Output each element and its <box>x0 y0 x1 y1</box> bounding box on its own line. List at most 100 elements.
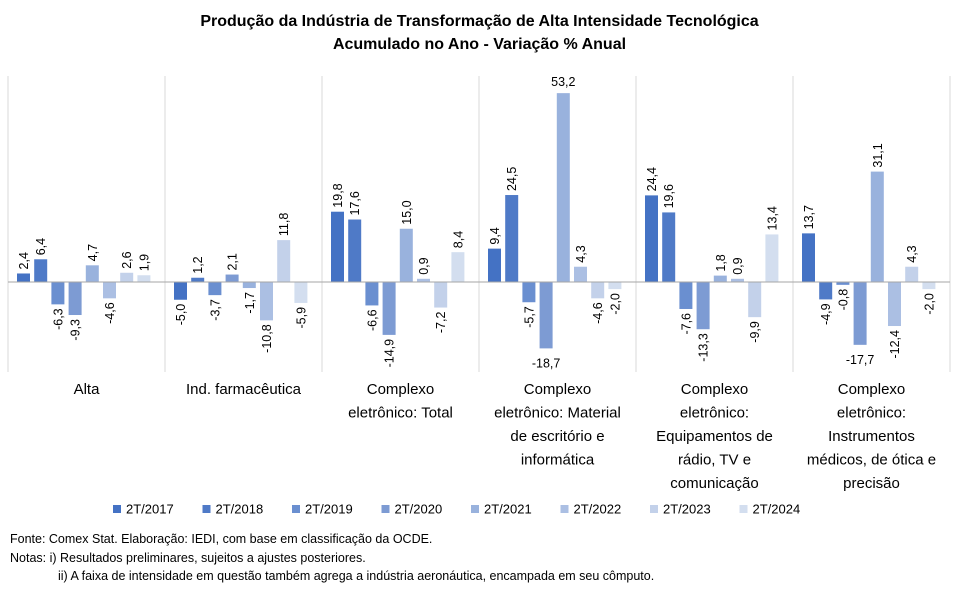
bar <box>348 219 362 282</box>
bar <box>731 278 744 282</box>
bar <box>68 282 82 316</box>
data-label: -6,6 <box>365 309 379 331</box>
data-label: 2,6 <box>120 251 134 268</box>
data-label: 31,1 <box>871 143 885 167</box>
bar <box>819 282 833 300</box>
bar <box>294 282 308 303</box>
data-label: 0,9 <box>417 257 431 274</box>
data-label: -9,3 <box>69 319 83 341</box>
bar <box>608 282 622 290</box>
chart-title-line: Produção da Indústria de Transformação d… <box>200 13 759 30</box>
legend-item: 2T/2019 <box>292 502 353 517</box>
bar <box>417 278 430 282</box>
bar <box>399 228 413 282</box>
data-label: -7,2 <box>434 312 448 334</box>
bar <box>853 282 867 345</box>
data-label: -4,9 <box>819 303 833 325</box>
bar <box>556 93 570 282</box>
data-label: -17,7 <box>846 353 875 367</box>
legend-item: 2T/2017 <box>113 502 174 517</box>
data-label: 13,7 <box>802 205 816 229</box>
legend-item: 2T/2022 <box>560 502 622 517</box>
legend-item: 2T/2020 <box>381 502 442 517</box>
legend-label: 2T/2018 <box>216 502 264 517</box>
bar <box>539 282 553 349</box>
footnotes: Fonte: Comex Stat. Elaboração: IEDI, com… <box>10 530 654 586</box>
legend-item: 2T/2023 <box>650 502 711 517</box>
legend-swatch <box>113 505 121 513</box>
legend-label: 2T/2023 <box>663 502 711 517</box>
data-label: 15,0 <box>400 200 414 224</box>
data-labels: 2,46,4 -6,3 -9,3 4,7 -4,6 2,6 1,9 -5,0 1,2 -3,7 2,… <box>17 75 936 370</box>
data-label: -13,3 <box>697 333 711 362</box>
legend-swatch <box>202 505 211 513</box>
data-label: -10,8 <box>260 324 274 353</box>
data-label: 53,2 <box>551 75 575 89</box>
legend-label: 2T/2022 <box>574 502 622 517</box>
data-label: -9,9 <box>748 321 762 343</box>
bar <box>208 282 222 296</box>
bar <box>277 240 291 282</box>
data-label: -2,0 <box>922 293 936 315</box>
data-label: 9,4 <box>488 227 502 244</box>
data-label: 2,1 <box>226 253 240 270</box>
legend-label: 2T/2019 <box>305 502 353 517</box>
chart-title: Produção da Indústria de Transformação d… <box>0 10 959 56</box>
bar <box>905 266 919 282</box>
category-label: Complexo eletrônico: Material de escritóri… <box>494 381 621 469</box>
data-label: 1,2 <box>191 256 205 273</box>
bar-series-group <box>17 93 936 349</box>
legend-swatch <box>381 505 390 513</box>
bar <box>591 282 605 299</box>
legend-item: 2T/2018 <box>202 502 264 517</box>
bar <box>434 282 448 308</box>
data-label: 19,6 <box>662 184 676 208</box>
bar <box>765 234 779 282</box>
bar <box>922 282 936 290</box>
data-label: 4,3 <box>574 245 588 262</box>
data-label: 1,8 <box>714 254 728 271</box>
legend-item: 2T/2024 <box>739 502 801 517</box>
bar-chart: 2,46,4 -6,3 -9,3 4,7 -4,6 2,6 1,9 -5,0 1,2 -3,7 2,… <box>7 75 951 517</box>
bar <box>836 282 850 285</box>
bar <box>713 275 727 282</box>
bar <box>888 282 901 327</box>
data-label: -3,7 <box>208 299 222 321</box>
data-label: 0,9 <box>731 257 745 274</box>
bar <box>488 248 501 282</box>
data-label: -5,9 <box>294 307 308 329</box>
legend-label: 2T/2024 <box>753 502 801 517</box>
bar <box>382 282 396 335</box>
bar <box>242 282 256 289</box>
data-label: -5,0 <box>174 304 188 326</box>
data-label: 13,4 <box>765 206 779 230</box>
data-label: 24,5 <box>505 167 519 191</box>
bar <box>574 266 587 282</box>
category-label: Ind. farmacêutica <box>186 381 302 398</box>
data-label: 4,3 <box>905 245 919 262</box>
legend-label: 2T/2021 <box>484 502 532 517</box>
data-label: 6,4 <box>34 238 48 255</box>
legend-swatch <box>560 505 569 513</box>
category-label: Alta <box>74 381 101 398</box>
bar <box>802 233 815 282</box>
bar <box>17 273 30 282</box>
data-label: -4,6 <box>103 302 117 324</box>
category-label: Complexo eletrônico: Equipamentos de rádio,… <box>656 381 773 492</box>
bar <box>260 282 273 321</box>
bar <box>137 275 151 282</box>
bar <box>522 282 536 303</box>
data-label: -1,7 <box>243 292 257 314</box>
legend-swatch <box>471 505 479 513</box>
data-label: 4,7 <box>86 244 100 261</box>
bar <box>505 195 519 282</box>
legend-swatch <box>739 505 748 513</box>
bar <box>645 195 658 282</box>
legend-swatch <box>292 505 300 513</box>
data-label: -7,6 <box>679 313 693 335</box>
bar <box>103 282 116 299</box>
data-label: 24,4 <box>645 167 659 191</box>
bar <box>51 282 65 305</box>
data-label: -5,7 <box>522 306 536 328</box>
category-labels: Alta Ind. farmacêutica Complexo eletrônico:… <box>74 381 937 492</box>
